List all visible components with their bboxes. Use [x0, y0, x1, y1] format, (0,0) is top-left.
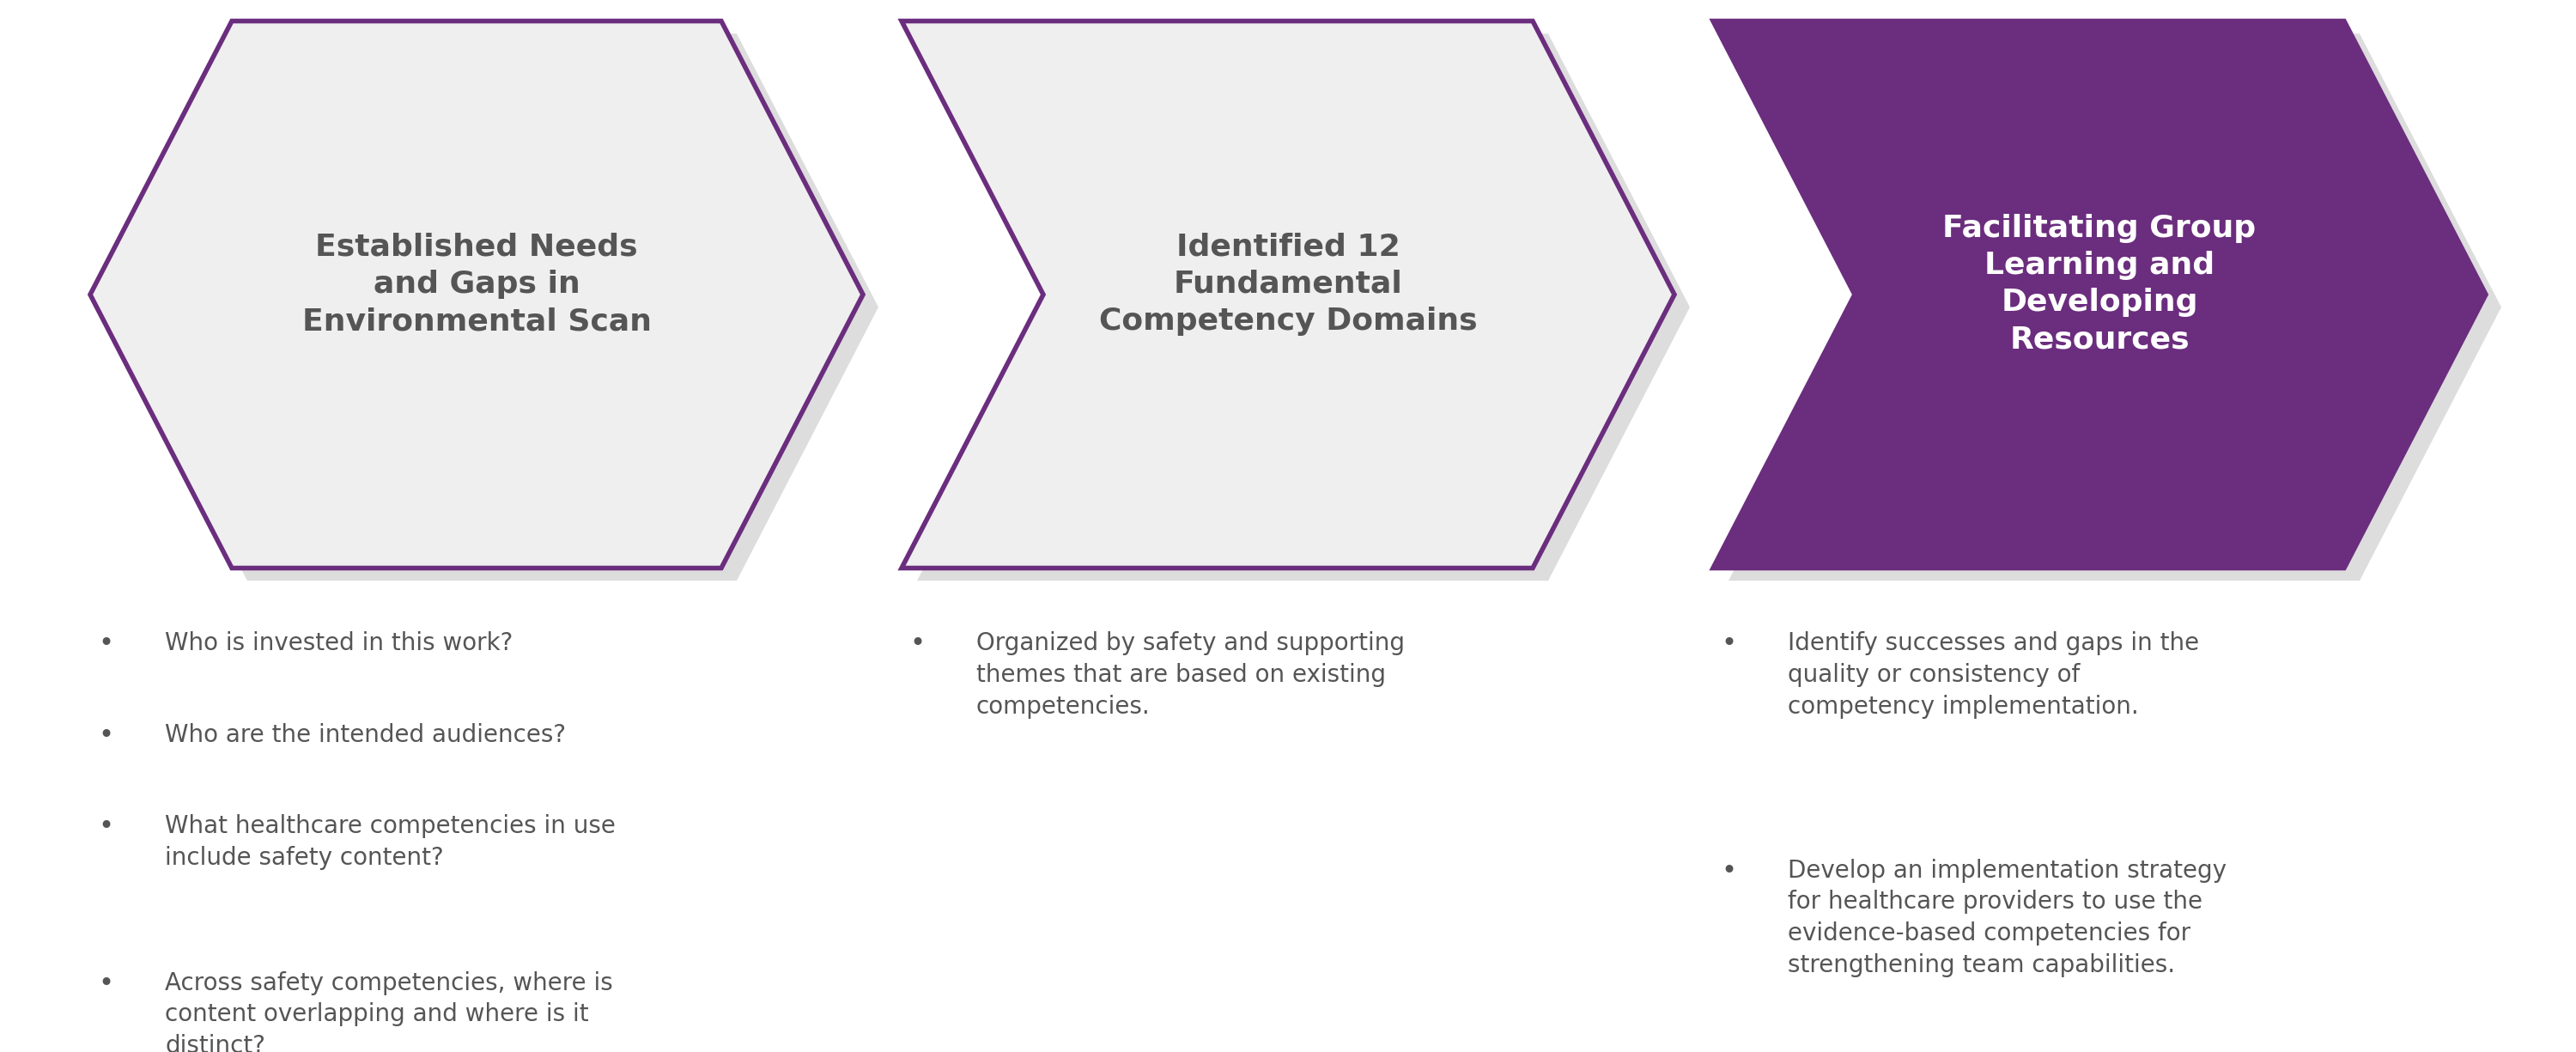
- Text: •: •: [1721, 631, 1736, 656]
- Text: •: •: [98, 723, 113, 748]
- Text: •: •: [909, 631, 925, 656]
- Polygon shape: [902, 21, 1674, 568]
- Text: •: •: [98, 971, 113, 996]
- Text: Who is invested in this work?: Who is invested in this work?: [165, 631, 513, 655]
- Text: Identified 12
Fundamental
Competency Domains: Identified 12 Fundamental Competency Dom…: [1100, 232, 1476, 336]
- Text: Organized by safety and supporting
themes that are based on existing
competencie: Organized by safety and supporting theme…: [976, 631, 1404, 719]
- Text: Facilitating Group
Learning and
Developing
Resources: Facilitating Group Learning and Developi…: [1942, 214, 2257, 355]
- Text: Develop an implementation strategy
for healthcare providers to use the
evidence-: Develop an implementation strategy for h…: [1788, 858, 2226, 977]
- Text: Across safety competencies, where is
content overlapping and where is it
distinc: Across safety competencies, where is con…: [165, 971, 613, 1052]
- Polygon shape: [90, 21, 863, 568]
- Polygon shape: [1713, 21, 2486, 568]
- Polygon shape: [917, 34, 1690, 581]
- Polygon shape: [106, 34, 878, 581]
- Text: What healthcare competencies in use
include safety content?: What healthcare competencies in use incl…: [165, 814, 616, 870]
- Text: Established Needs
and Gaps in
Environmental Scan: Established Needs and Gaps in Environmen…: [301, 232, 652, 336]
- Text: •: •: [98, 814, 113, 839]
- Polygon shape: [1728, 34, 2501, 581]
- Text: Who are the intended audiences?: Who are the intended audiences?: [165, 723, 567, 747]
- Text: Identify successes and gaps in the
quality or consistency of
competency implemen: Identify successes and gaps in the quali…: [1788, 631, 2200, 719]
- Text: •: •: [98, 631, 113, 656]
- Text: •: •: [1721, 858, 1736, 884]
